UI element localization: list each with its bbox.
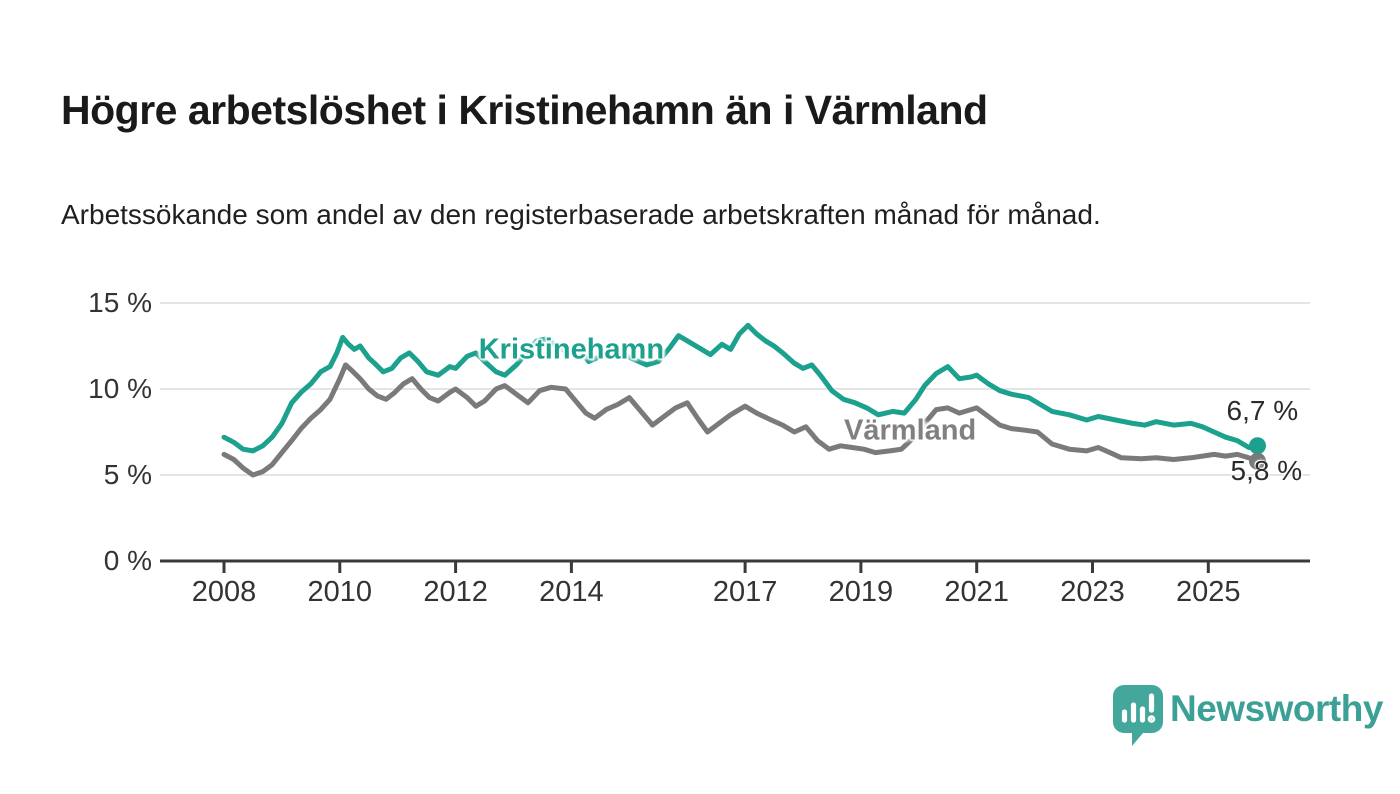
page-title: Högre arbetslöshet i Kristinehamn än i V… xyxy=(61,87,988,134)
series-line-värmland xyxy=(221,362,1260,478)
x-axis-tick-label: 2021 xyxy=(944,576,1009,608)
newsworthy-wordmark: Newsworthy xyxy=(1170,688,1383,729)
x-axis-tick-label: 2014 xyxy=(539,576,604,608)
newsworthy-speech-bubble-bar-chart-icon xyxy=(1113,685,1163,746)
series-end-value-label: 5,8 % xyxy=(1230,455,1303,487)
x-axis-tick-label: 2023 xyxy=(1060,576,1125,608)
series-line-kristinehamn xyxy=(221,322,1260,454)
x-axis-tick-label: 2025 xyxy=(1176,576,1241,608)
x-axis-tick-label: 2019 xyxy=(828,576,894,608)
y-axis-tick-label: 5 % xyxy=(103,459,152,490)
newsworthy-logo: Newsworthy xyxy=(1112,684,1383,750)
series-name-label-kristinehamn: Kristinehamn xyxy=(478,333,665,366)
chart-subtitle: Arbetssökande som andel av den registerb… xyxy=(61,199,1101,230)
x-axis-tick-label: 2017 xyxy=(712,576,778,608)
series-end-dot-kristinehamn xyxy=(1249,437,1267,455)
x-axis-tick-label: 2012 xyxy=(423,576,488,608)
x-axis-tick-label: 2008 xyxy=(191,576,257,608)
series-name-label-värmland: Värmland xyxy=(844,414,977,447)
series-end-value-label: 6,7 % xyxy=(1226,394,1299,426)
y-axis-tick-label: 10 % xyxy=(88,373,152,404)
x-axis-tick-label: 2010 xyxy=(307,576,373,608)
y-axis-tick-label: 15 % xyxy=(88,287,152,318)
y-axis-tick-label: 0 % xyxy=(103,545,152,576)
series-end-dot-värmland xyxy=(1249,452,1267,470)
